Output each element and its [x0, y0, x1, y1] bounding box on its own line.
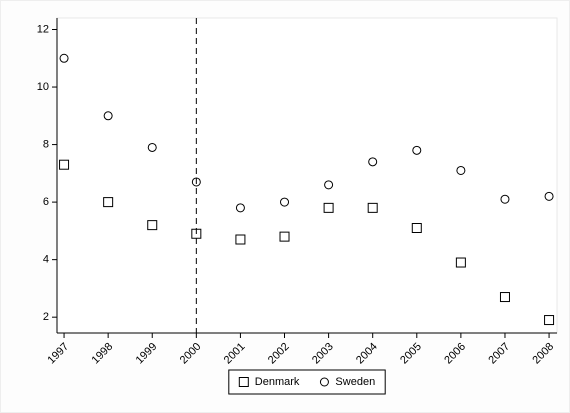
marker — [147, 142, 157, 152]
marker — [235, 203, 245, 213]
y-tick-label: 2 — [43, 311, 49, 323]
marker — [367, 202, 378, 213]
legend-marker — [319, 377, 329, 387]
marker — [323, 202, 334, 213]
plot-area — [56, 17, 558, 334]
marker — [544, 191, 554, 201]
marker — [456, 165, 466, 175]
y-tick-label: 4 — [43, 254, 49, 266]
y-tick-label: 6 — [43, 196, 49, 208]
marker — [191, 228, 202, 239]
legend: Denmark Sweden — [228, 369, 386, 395]
marker — [368, 157, 378, 167]
legend-box — [228, 369, 386, 395]
legend-label: Sweden — [335, 376, 375, 388]
marker — [279, 231, 290, 242]
marker — [500, 194, 510, 204]
y-tick-label: 12 — [37, 23, 49, 35]
legend-item: Denmark — [238, 376, 300, 388]
marker — [103, 111, 113, 121]
marker — [455, 257, 466, 268]
marker — [411, 223, 422, 233]
marker — [147, 220, 158, 231]
legend-label: Denmark — [255, 376, 300, 388]
marker — [59, 53, 69, 63]
y-tick-label: 8 — [43, 138, 49, 150]
y-tick-label: 10 — [37, 81, 49, 93]
marker — [191, 177, 201, 187]
marker — [235, 234, 246, 245]
marker — [412, 145, 422, 155]
marker — [280, 197, 290, 207]
marker — [324, 180, 334, 190]
legend-marker — [238, 377, 249, 387]
legend-item: Sweden — [319, 376, 375, 388]
marker — [59, 159, 70, 170]
marker — [103, 197, 114, 208]
marker — [544, 315, 555, 326]
marker — [499, 292, 510, 303]
